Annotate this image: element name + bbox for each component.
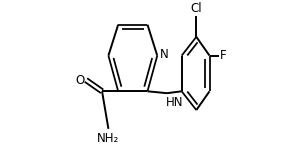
Text: N: N bbox=[160, 48, 168, 61]
Text: O: O bbox=[75, 74, 84, 87]
Text: Cl: Cl bbox=[191, 2, 202, 15]
Text: NH₂: NH₂ bbox=[97, 132, 120, 145]
Text: HN: HN bbox=[166, 96, 184, 109]
Text: F: F bbox=[220, 49, 226, 62]
